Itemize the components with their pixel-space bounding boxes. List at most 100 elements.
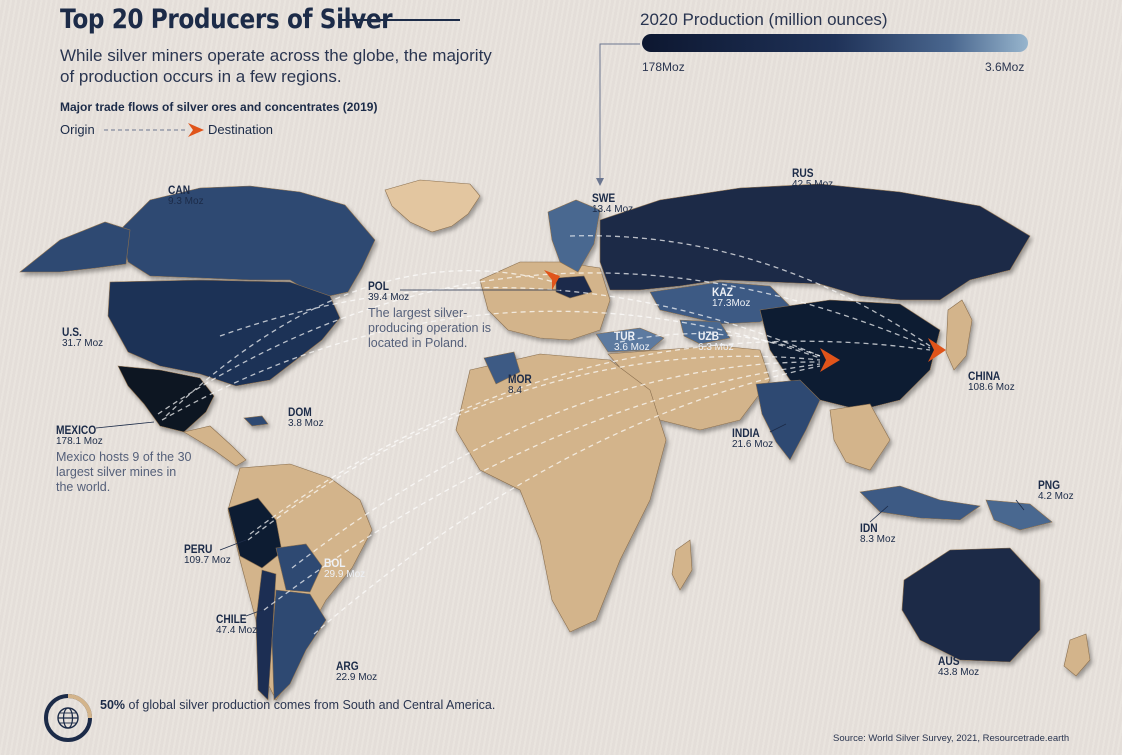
trade-arc-argentina-china <box>313 365 821 635</box>
label-india: INDIA 21.6 Moz <box>732 427 773 451</box>
country-value: 3.8 Moz <box>288 418 324 429</box>
country-value: 8.4 <box>508 385 522 396</box>
idn-leader-line <box>869 505 889 523</box>
label-china: CHINA 108.6 Moz <box>968 370 1015 394</box>
country-code: AUS <box>938 654 960 668</box>
country-alaska <box>19 221 131 273</box>
country-code: CAN <box>168 183 191 197</box>
country-morocco <box>483 351 521 385</box>
legend-max-label: 3.6Moz <box>985 60 1025 74</box>
country-value: 3.6 Moz <box>614 342 650 353</box>
land-africa <box>455 353 667 633</box>
source-note: Source: World Silver Survey, 2021, Resou… <box>833 733 1070 744</box>
land-central-america <box>183 425 247 467</box>
legend-title: 2020 Production (million ounces) <box>640 10 888 29</box>
country-value: 21.6 Moz <box>732 439 774 450</box>
trade-arc-mexico-china <box>161 310 821 421</box>
country-chile <box>255 569 277 701</box>
country-australia <box>901 547 1041 663</box>
country-mexico <box>117 365 215 433</box>
country-code: PERU <box>184 542 213 556</box>
country-value: 22.9 Moz <box>336 672 378 683</box>
land-new-zealand <box>1063 633 1091 677</box>
legend-pointer-line <box>599 43 640 180</box>
trade-flows-heading: Major trade flows of silver ores and con… <box>60 100 378 114</box>
label-uzb: UZB 6.3 Moz <box>698 330 734 354</box>
footer-stat: 50% of global silver production comes fr… <box>100 698 495 713</box>
country-code: UZB <box>698 329 719 343</box>
country-code: MEXICO <box>56 423 97 437</box>
subtitle: While silver miners operate across the g… <box>60 46 492 86</box>
trade-arc-usa-china <box>219 286 821 357</box>
label-png: PNG 4.2 Moz <box>1038 479 1074 503</box>
country-value: 13.4 Moz <box>592 204 634 215</box>
land-japan <box>945 299 973 371</box>
country-code: TUR <box>614 329 635 343</box>
label-can: CAN 9.3 Moz <box>168 184 204 208</box>
trade-flows-destination-label: Destination <box>208 122 274 137</box>
country-code: IDN <box>860 521 878 535</box>
country-code: CHILE <box>216 612 247 626</box>
trade-arc-chile-china <box>263 363 821 611</box>
country-code: BOL <box>324 556 346 570</box>
poland-note: The largest silver-producing operation i… <box>368 306 491 350</box>
country-value: 17.3Moz <box>712 298 751 309</box>
legend-min-label: 178Moz <box>642 60 685 74</box>
trade-arc-bolivia-china <box>291 361 821 569</box>
country-usa <box>107 279 341 387</box>
country-value: 31.7 Moz <box>62 338 104 349</box>
land-southeast-asia <box>829 403 891 471</box>
land-europe <box>479 261 611 341</box>
country-code: INDIA <box>732 426 760 440</box>
label-us: U.S. 31.7 Moz <box>62 326 103 350</box>
peru-leader-line <box>219 539 247 551</box>
label-rus: RUS 42.5 Moz <box>792 167 833 191</box>
label-swe: SWE 13.4 Moz <box>592 192 633 216</box>
country-value: 4.2 Moz <box>1038 491 1074 502</box>
land-greenland <box>384 179 481 233</box>
country-code: POL <box>368 279 389 293</box>
country-value: 9.3 Moz <box>168 196 204 207</box>
country-indonesia <box>859 485 981 521</box>
page-title: Top 20 Producers of Silver <box>60 4 393 35</box>
arrowhead-icon <box>544 270 560 290</box>
country-code: MOR <box>508 372 532 386</box>
country-value: 29.9 Moz <box>324 569 366 580</box>
mexico-leader-line <box>95 421 155 429</box>
country-russia <box>599 183 1031 301</box>
country-kazakhstan <box>649 281 791 325</box>
country-png <box>985 499 1053 531</box>
arrowhead-icon <box>188 123 204 137</box>
label-peru: PERU 109.7 Moz <box>184 543 231 567</box>
country-value: 178.1 Moz <box>56 436 103 447</box>
footer-stat-text: of global silver production comes from S… <box>125 698 496 712</box>
country-code: DOM <box>288 405 312 419</box>
trade-arc-turkey-china <box>619 333 821 357</box>
label-dom: DOM 3.8 Moz <box>288 406 324 430</box>
country-value: 8.3 Moz <box>860 534 896 545</box>
label-idn: IDN 8.3 Moz <box>860 522 896 546</box>
legend-color-bar <box>642 34 1028 52</box>
country-code: KAZ <box>712 285 733 299</box>
globe-icon <box>44 694 92 742</box>
country-argentina <box>271 589 327 701</box>
india-leader-line <box>769 423 787 433</box>
label-bol: BOL 29.9 Moz <box>324 557 365 581</box>
png-leader-line <box>1015 499 1025 511</box>
country-value: 39.4 Moz <box>368 292 410 303</box>
label-pol: POL 39.4 Moz <box>368 280 409 304</box>
country-code: ARG <box>336 659 359 673</box>
country-canada <box>119 185 376 299</box>
label-chile: CHILE 47.4 Moz <box>216 613 257 637</box>
aus-leader-line <box>965 639 983 655</box>
trade-arc-mexico-japan <box>157 272 931 415</box>
mexico-note: Mexico hosts 9 of the 30 largest silver … <box>56 450 192 494</box>
country-value: 108.6 Moz <box>968 382 1015 393</box>
label-mor: MOR 8.4 <box>508 373 536 397</box>
title-rule <box>342 19 460 21</box>
country-value: 6.3 Moz <box>698 342 734 353</box>
trade-flows-origin-label: Origin <box>60 122 95 137</box>
label-tur: TUR 3.6 Moz <box>614 330 650 354</box>
